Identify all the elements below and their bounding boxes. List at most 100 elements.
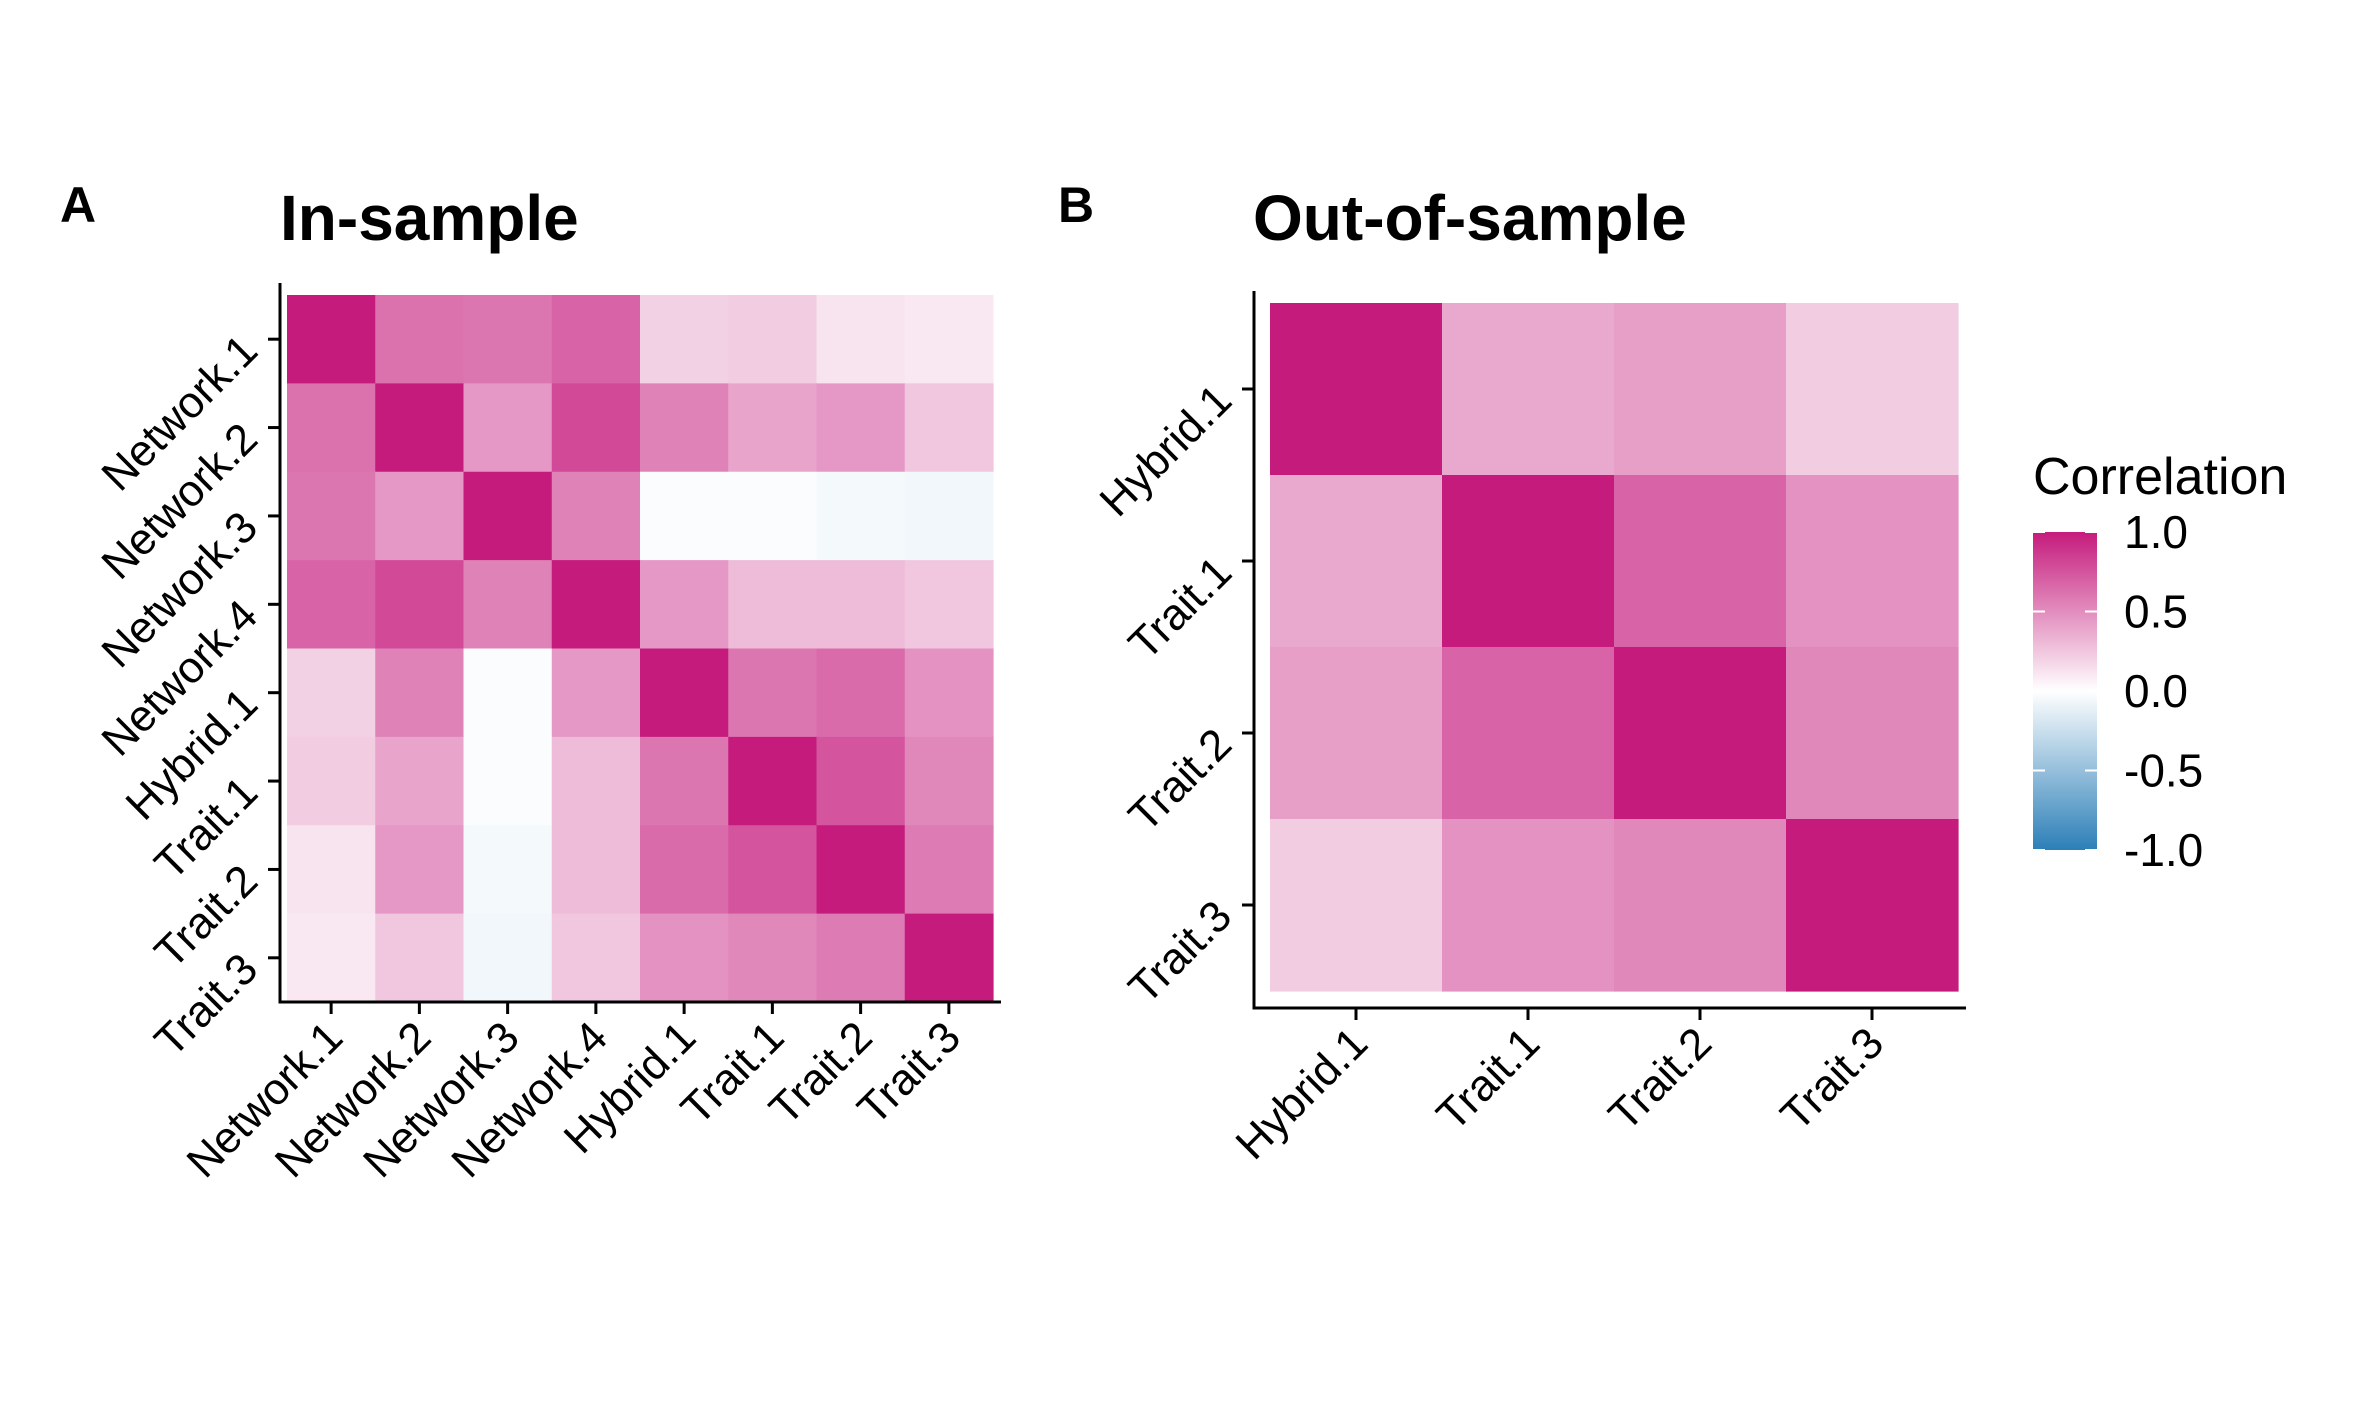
heatmap-cell-Network.4-Trait.2 xyxy=(816,560,906,650)
heatmap-cell-Network.1-Network.4 xyxy=(551,295,641,384)
heatmap-cell-Trait.1-Hybrid.1 xyxy=(640,736,729,826)
heatmap-cell-Trait.3-Network.1 xyxy=(287,913,376,1003)
heatmap-cell-Trait.1-Network.2 xyxy=(375,736,465,826)
heatmap-cell-Trait.3-Trait.1 xyxy=(728,913,818,1003)
heatmap-cell-Network.2-Network.1 xyxy=(287,383,376,473)
heatmap-cell-Hybrid.1-Trait.2 xyxy=(816,648,906,738)
heatmap-cell-Network.4-Trait.3 xyxy=(904,560,994,650)
heatmap-cell-Network.3-Network.4 xyxy=(551,471,641,561)
heatmap-cell-Trait.1-Trait.1 xyxy=(728,736,818,826)
panel-a-y-tick-labels: Network.1Network.2Network.3Network.4Hybr… xyxy=(92,326,267,1066)
heatmap-cell-Hybrid.1-Hybrid.1 xyxy=(1270,303,1443,476)
heatmap-cell-Trait.3-Trait.2 xyxy=(816,913,906,1003)
heatmap-cell-Network.2-Trait.2 xyxy=(816,383,906,473)
x-tick-label: Trait.2 xyxy=(1599,1018,1721,1140)
legend-tick-label: 1.0 xyxy=(2124,506,2188,558)
heatmap-cell-Network.3-Trait.2 xyxy=(816,471,906,561)
heatmap-cell-Network.3-Network.1 xyxy=(287,471,376,561)
heatmap-cell-Network.1-Trait.2 xyxy=(816,295,906,384)
panel-b-y-tick-labels: Hybrid.1 Trait.1 Trait.2 Trait.3 xyxy=(1091,375,1242,1013)
heatmap-cell-Network.1-Network.2 xyxy=(375,295,465,384)
heatmap-cell-Trait.2-Trait.1 xyxy=(728,825,818,915)
heatmap-cell-Hybrid.1-Network.3 xyxy=(463,648,553,738)
panel-b-label: B xyxy=(1058,177,1094,233)
panel-a-cells xyxy=(287,295,994,1003)
heatmap-cell-Trait.2-Network.1 xyxy=(287,825,376,915)
panel-a: A In-sample Network.1Network.2Network.3N… xyxy=(60,177,1001,1187)
heatmap-cell-Trait.3-Trait.3 xyxy=(904,913,994,1003)
heatmap-cell-Trait.3-Trait.1 xyxy=(1442,819,1615,992)
heatmap-cell-Hybrid.1-Network.2 xyxy=(375,648,465,738)
legend-tick-label: -0.5 xyxy=(2124,745,2203,797)
heatmap-cell-Trait.2-Hybrid.1 xyxy=(1270,647,1443,820)
heatmap-cell-Trait.2-Trait.2 xyxy=(1614,647,1787,820)
panel-b-axes xyxy=(1242,291,1966,1020)
heatmap-cell-Network.2-Network.4 xyxy=(551,383,641,473)
panel-a-axes xyxy=(268,283,1001,1014)
y-tick-label: Trait.3 xyxy=(1119,891,1241,1013)
heatmap-cell-Network.2-Hybrid.1 xyxy=(640,383,729,473)
panel-a-x-tick-labels: Network.1Network.2Network.3Network.4Hybr… xyxy=(177,1012,969,1187)
heatmap-cell-Trait.1-Trait.3 xyxy=(1786,475,1959,648)
heatmap-cell-Network.3-Network.3 xyxy=(463,471,553,561)
heatmap-cell-Trait.3-Hybrid.1 xyxy=(1270,819,1443,992)
legend-tick-label: 0.0 xyxy=(2124,665,2188,717)
x-tick-label: Trait.1 xyxy=(1427,1018,1549,1140)
heatmap-cell-Network.1-Trait.3 xyxy=(904,295,994,384)
heatmap-cell-Hybrid.1-Trait.1 xyxy=(1442,303,1615,476)
heatmap-cell-Trait.2-Network.2 xyxy=(375,825,465,915)
panel-b-cells xyxy=(1270,303,1959,992)
heatmap-cell-Network.3-Trait.3 xyxy=(904,471,994,561)
heatmap-cell-Trait.1-Trait.1 xyxy=(1442,475,1615,648)
heatmap-cell-Trait.2-Trait.2 xyxy=(816,825,906,915)
panel-b: B Out-of-sample Hybrid.1 Trait.1 Trait.2 Tr… xyxy=(1058,177,1966,1169)
heatmap-cell-Trait.1-Trait.2 xyxy=(816,736,906,826)
heatmap-cell-Trait.3-Trait.2 xyxy=(1614,819,1787,992)
heatmap-cell-Trait.1-Trait.2 xyxy=(1614,475,1787,648)
heatmap-cell-Trait.3-Trait.3 xyxy=(1786,819,1959,992)
y-tick-label: Trait.1 xyxy=(1119,547,1241,669)
heatmap-cell-Network.4-Network.3 xyxy=(463,560,553,650)
heatmap-cell-Trait.2-Trait.3 xyxy=(1786,647,1959,820)
heatmap-cell-Network.4-Network.4 xyxy=(551,560,641,650)
heatmap-cell-Network.4-Trait.1 xyxy=(728,560,818,650)
x-tick-label: Hybrid.1 xyxy=(1227,1018,1378,1169)
legend-tick-label: -1.0 xyxy=(2124,824,2203,876)
legend-tick-label: 0.5 xyxy=(2124,586,2188,638)
heatmap-cell-Network.1-Trait.1 xyxy=(728,295,818,384)
heatmap-cell-Trait.3-Network.4 xyxy=(551,913,641,1003)
heatmap-cell-Trait.1-Network.1 xyxy=(287,736,376,826)
heatmap-cell-Trait.3-Network.3 xyxy=(463,913,553,1003)
heatmap-cell-Network.1-Network.1 xyxy=(287,295,376,384)
heatmap-cell-Hybrid.1-Trait.1 xyxy=(728,648,818,738)
heatmap-cell-Network.3-Hybrid.1 xyxy=(640,471,729,561)
color-legend: Correlation 1.0 0.5 0.0 -0.5 -1.0 xyxy=(2033,448,2287,876)
heatmap-cell-Hybrid.1-Network.4 xyxy=(551,648,641,738)
heatmap-cell-Trait.3-Hybrid.1 xyxy=(640,913,729,1003)
heatmap-cell-Hybrid.1-Hybrid.1 xyxy=(640,648,729,738)
heatmap-cell-Trait.1-Hybrid.1 xyxy=(1270,475,1443,648)
heatmap-cell-Trait.2-Hybrid.1 xyxy=(640,825,729,915)
heatmap-cell-Trait.2-Network.4 xyxy=(551,825,641,915)
y-tick-label: Hybrid.1 xyxy=(1091,375,1242,526)
heatmap-cell-Trait.2-Trait.1 xyxy=(1442,647,1615,820)
legend-title: Correlation xyxy=(2033,448,2287,506)
panel-b-x-tick-labels: Hybrid.1 Trait.1 Trait.2 Trait.3 xyxy=(1227,1018,1894,1169)
heatmap-cell-Network.2-Network.3 xyxy=(463,383,553,473)
heatmap-cell-Trait.2-Network.3 xyxy=(463,825,553,915)
heatmap-cell-Network.4-Network.2 xyxy=(375,560,465,650)
heatmap-cell-Trait.1-Trait.3 xyxy=(904,736,994,826)
heatmap-cell-Network.1-Hybrid.1 xyxy=(640,295,729,384)
y-tick-label: Trait.2 xyxy=(1119,719,1241,841)
heatmap-cell-Hybrid.1-Trait.3 xyxy=(1786,303,1959,476)
panel-a-title: In-sample xyxy=(280,182,579,254)
heatmap-cell-Network.3-Trait.1 xyxy=(728,471,818,561)
heatmap-cell-Network.4-Hybrid.1 xyxy=(640,560,729,650)
panel-b-title: Out-of-sample xyxy=(1253,182,1687,254)
heatmap-cell-Network.2-Trait.1 xyxy=(728,383,818,473)
heatmap-cell-Trait.2-Trait.3 xyxy=(904,825,994,915)
heatmap-cell-Network.3-Network.2 xyxy=(375,471,465,561)
heatmap-cell-Trait.3-Network.2 xyxy=(375,913,465,1003)
panel-a-label: A xyxy=(60,177,96,233)
